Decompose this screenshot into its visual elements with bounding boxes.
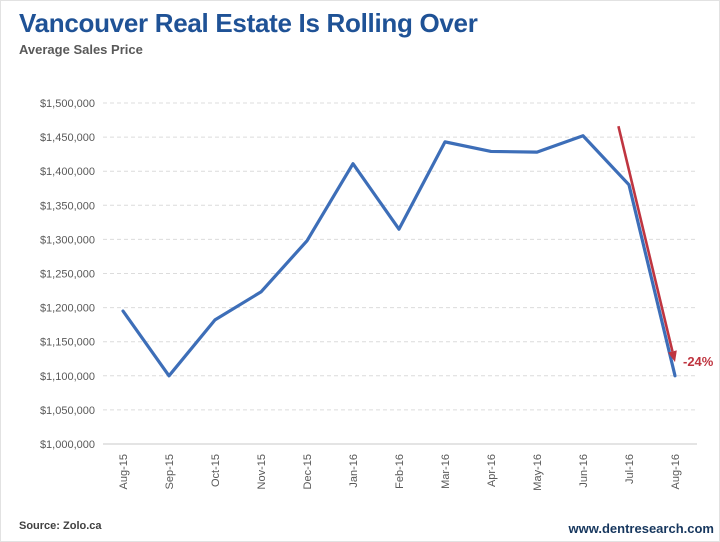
- y-tick-label: $1,050,000: [40, 405, 95, 417]
- x-tick-label: Aug-15: [118, 454, 130, 489]
- page-subtitle: Average Sales Price: [19, 42, 143, 57]
- x-tick-label: Apr-16: [486, 454, 498, 487]
- x-tick-label: Mar-16: [440, 454, 452, 489]
- x-tick-label: Sep-15: [164, 454, 176, 489]
- y-tick-label: $1,500,000: [40, 98, 95, 110]
- decline-label: -24%: [683, 354, 714, 369]
- website-link[interactable]: www.dentresearch.com: [568, 521, 714, 536]
- decline-arrow-head: [668, 350, 677, 363]
- x-tick-label: Jan-16: [348, 454, 360, 488]
- y-tick-label: $1,200,000: [40, 303, 95, 315]
- x-tick-label: May-16: [532, 454, 544, 491]
- y-tick-label: $1,250,000: [40, 269, 95, 281]
- x-tick-label: Feb-16: [394, 454, 406, 489]
- y-tick-label: $1,150,000: [40, 337, 95, 349]
- y-tick-label: $1,450,000: [40, 132, 95, 144]
- source-note: Source: Zolo.ca: [19, 520, 102, 532]
- x-tick-label: Jul-16: [624, 454, 636, 484]
- x-tick-label: Nov-15: [256, 454, 268, 489]
- y-tick-label: $1,400,000: [40, 166, 95, 178]
- price-line: [121, 134, 677, 378]
- page-title: Vancouver Real Estate Is Rolling Over: [19, 8, 478, 38]
- x-tick-label: Aug-16: [670, 454, 682, 489]
- y-tick-label: $1,000,000: [40, 439, 95, 451]
- x-tick-label: Dec-15: [302, 454, 314, 489]
- x-tick-label: Jun-16: [578, 454, 590, 488]
- y-tick-label: $1,100,000: [40, 371, 95, 383]
- y-tick-label: $1,300,000: [40, 234, 95, 246]
- decline-arrow: [617, 125, 674, 352]
- x-tick-label: Oct-15: [210, 454, 222, 487]
- y-tick-label: $1,350,000: [40, 200, 95, 212]
